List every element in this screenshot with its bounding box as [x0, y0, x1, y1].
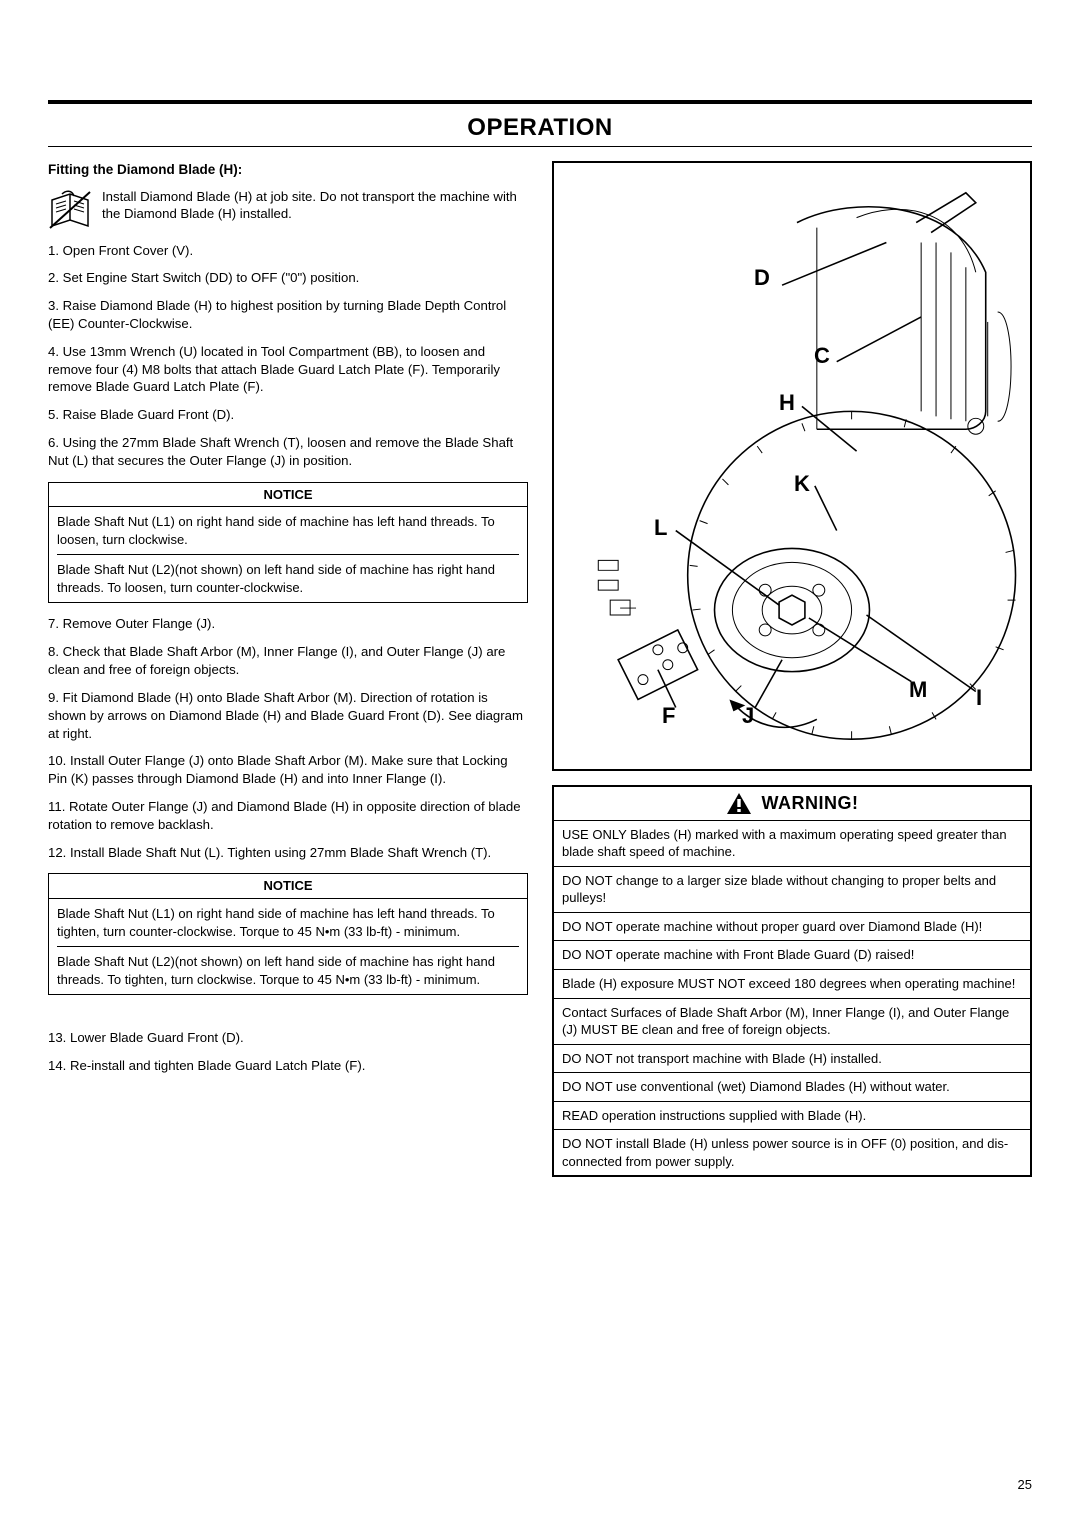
warning-box: WARNING! USE ONLY Blades (H) marked with… [552, 785, 1032, 1177]
step: 11. Rotate Outer Flange (J) and Diamond … [48, 798, 528, 834]
read-manual-icon [48, 188, 92, 232]
warning-body: USE ONLY Blades (H) marked with a maximu… [554, 821, 1030, 1176]
intro-text: Install Diamond Blade (H) at job site. D… [102, 188, 528, 232]
diagram-label-K: K [794, 469, 810, 499]
step: 6. Using the 27mm Blade Shaft Wrench (T)… [48, 434, 528, 470]
notice-block: Blade Shaft Nut (L2)(not shown) on left … [57, 946, 519, 988]
warning-item: READ operation instructions supplied wit… [554, 1102, 1030, 1131]
spacer [48, 1007, 528, 1029]
step: 14. Re-install and tighten Blade Guard L… [48, 1057, 528, 1075]
left-column: Fitting the Diamond Blade (H): Install D… [48, 161, 528, 1177]
step: 3. Raise Diamond Blade (H) to highest po… [48, 297, 528, 333]
intro-row: Install Diamond Blade (H) at job site. D… [48, 188, 528, 232]
step: 10. Install Outer Flange (J) onto Blade … [48, 752, 528, 788]
warning-item: USE ONLY Blades (H) marked with a maximu… [554, 821, 1030, 867]
notice-head: NOTICE [49, 874, 527, 899]
diagram-label-J: J [742, 701, 754, 731]
step: 8. Check that Blade Shaft Arbor (M), Inn… [48, 643, 528, 679]
step: 1. Open Front Cover (V). [48, 242, 528, 260]
title-rule [48, 146, 1032, 147]
subheading: Fitting the Diamond Blade (H): [48, 161, 528, 179]
page-number: 25 [1018, 1476, 1032, 1494]
step: 4. Use 13mm Wrench (U) located in Tool C… [48, 343, 528, 396]
diagram-label-H: H [779, 388, 795, 418]
step: 12. Install Blade Shaft Nut (L). Tighten… [48, 844, 528, 862]
warning-item: DO NOT not transport machine with Blade … [554, 1045, 1030, 1074]
step: 2. Set Engine Start Switch (DD) to OFF (… [48, 269, 528, 287]
warning-icon [726, 792, 752, 816]
warning-item: DO NOT install Blade (H) unless power so… [554, 1130, 1030, 1175]
notice-block: Blade Shaft Nut (L1) on right hand side … [57, 513, 519, 548]
diagram-svg [554, 163, 1030, 769]
top-heavy-rule [48, 100, 1032, 104]
diagram: D C H K L F J M I [552, 161, 1032, 771]
step: 5. Raise Blade Guard Front (D). [48, 406, 528, 424]
step: 9. Fit Diamond Blade (H) onto Blade Shaf… [48, 689, 528, 742]
notice-box-2: NOTICE Blade Shaft Nut (L1) on right han… [48, 873, 528, 995]
notice-box-1: NOTICE Blade Shaft Nut (L1) on right han… [48, 482, 528, 604]
notice-block: Blade Shaft Nut (L1) on right hand side … [57, 905, 519, 940]
notice-body: Blade Shaft Nut (L1) on right hand side … [49, 507, 527, 602]
diagram-label-M: M [909, 675, 927, 705]
warning-title: WARNING! [762, 791, 859, 815]
step: 13. Lower Blade Guard Front (D). [48, 1029, 528, 1047]
warning-item: Contact Surfaces of Blade Shaft Arbor (M… [554, 999, 1030, 1045]
step: 7. Remove Outer Flange (J). [48, 615, 528, 633]
warning-item: DO NOT use conventional (wet) Diamond Bl… [554, 1073, 1030, 1102]
diagram-label-F: F [662, 701, 675, 731]
warning-item: DO NOT change to a larger size blade wit… [554, 867, 1030, 913]
warning-item: Blade (H) exposure MUST NOT exceed 180 d… [554, 970, 1030, 999]
warning-item: DO NOT operate machine with Front Blade … [554, 941, 1030, 970]
notice-body: Blade Shaft Nut (L1) on right hand side … [49, 899, 527, 994]
right-column: D C H K L F J M I WARNING! USE ONLY Blad… [552, 161, 1032, 1177]
diagram-label-D: D [754, 263, 770, 293]
notice-head: NOTICE [49, 483, 527, 508]
page-title: OPERATION [48, 108, 1032, 146]
diagram-label-L: L [654, 513, 667, 543]
diagram-label-I: I [976, 683, 982, 713]
diagram-label-C: C [814, 341, 830, 371]
page-columns: Fitting the Diamond Blade (H): Install D… [48, 161, 1032, 1177]
warning-head: WARNING! [554, 787, 1030, 820]
warning-item: DO NOT operate machine without proper gu… [554, 913, 1030, 942]
notice-block: Blade Shaft Nut (L2)(not shown) on left … [57, 554, 519, 596]
